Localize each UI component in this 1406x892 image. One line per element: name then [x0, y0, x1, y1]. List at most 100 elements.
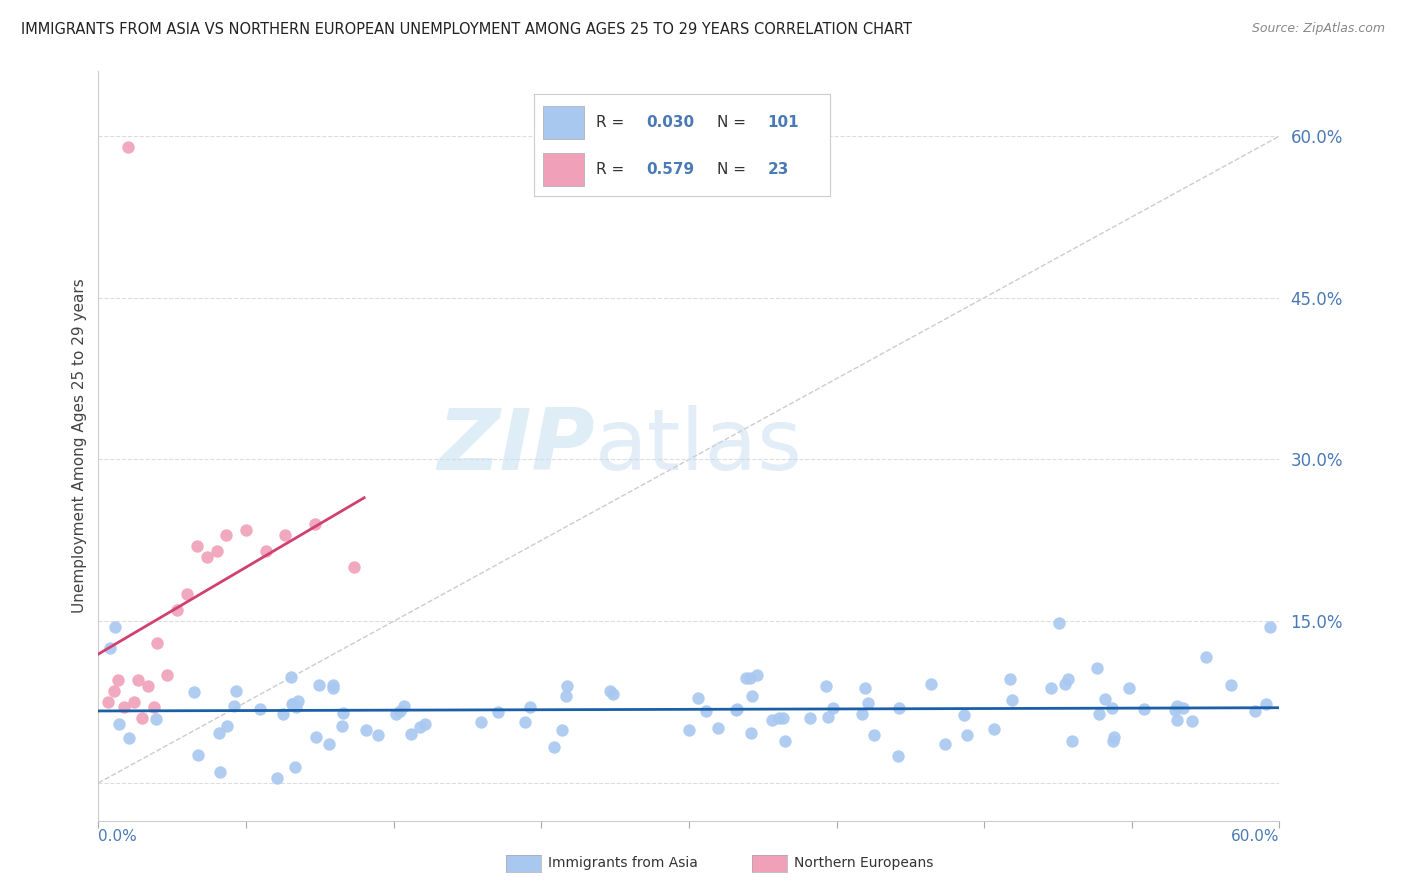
Point: [543, 740, 565, 755]
Point: [855, 681, 877, 696]
Point: [118, 731, 141, 745]
Point: [761, 713, 783, 727]
Point: [305, 730, 328, 744]
Point: [887, 701, 910, 715]
Text: N =: N =: [717, 115, 751, 130]
Point: [470, 714, 492, 729]
Point: [1243, 704, 1265, 718]
Point: [955, 728, 977, 742]
Point: [183, 685, 205, 699]
Point: [1040, 681, 1063, 696]
Point: [1000, 672, 1022, 686]
Point: [322, 681, 344, 696]
Point: [707, 721, 730, 735]
Text: ZIP: ZIP: [437, 404, 595, 488]
Point: [98, 641, 121, 656]
Point: [768, 711, 790, 725]
Point: [209, 765, 232, 780]
Point: [304, 517, 326, 532]
Point: [688, 690, 710, 705]
Point: [738, 671, 761, 685]
Point: [107, 673, 129, 688]
Point: [222, 698, 245, 713]
Point: [187, 748, 209, 763]
Point: [599, 683, 621, 698]
Point: [166, 603, 188, 617]
Point: [254, 544, 277, 558]
Point: [131, 711, 153, 725]
Text: IMMIGRANTS FROM ASIA VS NORTHERN EUROPEAN UNEMPLOYMENT AMONG AGES 25 TO 29 YEARS: IMMIGRANTS FROM ASIA VS NORTHERN EUROPEA…: [21, 22, 912, 37]
Point: [287, 694, 309, 708]
Point: [388, 704, 411, 718]
Point: [1166, 698, 1188, 713]
Bar: [543, 106, 585, 139]
Text: Immigrants from Asia: Immigrants from Asia: [548, 856, 699, 871]
Point: [413, 717, 436, 731]
Point: [136, 679, 159, 693]
Point: [394, 698, 416, 713]
Point: [271, 706, 294, 721]
Point: [1102, 734, 1125, 748]
Point: [127, 673, 149, 688]
Point: [408, 720, 430, 734]
Point: [862, 728, 884, 742]
Text: 0.030: 0.030: [647, 115, 695, 130]
Point: [1254, 697, 1277, 711]
Point: [343, 560, 366, 574]
Point: [920, 677, 942, 691]
Point: [821, 701, 844, 715]
Point: [775, 734, 797, 748]
Text: 0.579: 0.579: [647, 162, 695, 178]
Text: Northern Europeans: Northern Europeans: [794, 856, 934, 871]
Text: Source: ZipAtlas.com: Source: ZipAtlas.com: [1251, 22, 1385, 36]
Bar: [543, 153, 585, 186]
Point: [519, 700, 541, 714]
Text: R =: R =: [596, 115, 630, 130]
Point: [122, 695, 145, 709]
Point: [486, 706, 509, 720]
Point: [205, 544, 228, 558]
Point: [1104, 730, 1126, 744]
Point: [740, 726, 762, 740]
Point: [195, 549, 218, 564]
Point: [225, 684, 247, 698]
Point: [1053, 676, 1076, 690]
Point: [142, 700, 165, 714]
Point: [695, 705, 717, 719]
Point: [983, 723, 1005, 737]
Point: [1166, 713, 1188, 727]
Point: [208, 726, 231, 740]
Point: [1087, 706, 1109, 721]
Point: [1181, 714, 1204, 728]
Point: [799, 710, 821, 724]
Point: [858, 696, 880, 710]
Point: [284, 760, 307, 774]
Point: [318, 737, 340, 751]
Point: [1118, 681, 1140, 695]
Point: [1220, 678, 1243, 692]
Text: atlas: atlas: [595, 404, 803, 488]
Point: [321, 678, 343, 692]
Point: [117, 140, 139, 154]
Point: [1085, 661, 1108, 675]
Point: [367, 728, 389, 742]
Point: [1173, 700, 1195, 714]
Point: [330, 718, 353, 732]
Point: [281, 697, 304, 711]
Point: [354, 723, 377, 737]
Point: [1060, 734, 1083, 748]
Point: [724, 703, 747, 717]
Point: [772, 711, 794, 725]
Point: [332, 706, 354, 720]
Point: [1000, 693, 1022, 707]
Point: [399, 727, 422, 741]
Point: [281, 697, 304, 711]
Point: [1132, 702, 1154, 716]
Point: [934, 737, 956, 751]
Point: [284, 700, 307, 714]
Point: [156, 668, 179, 682]
Text: N =: N =: [717, 162, 751, 178]
Point: [741, 689, 763, 703]
Point: [308, 678, 330, 692]
Point: [554, 690, 576, 704]
